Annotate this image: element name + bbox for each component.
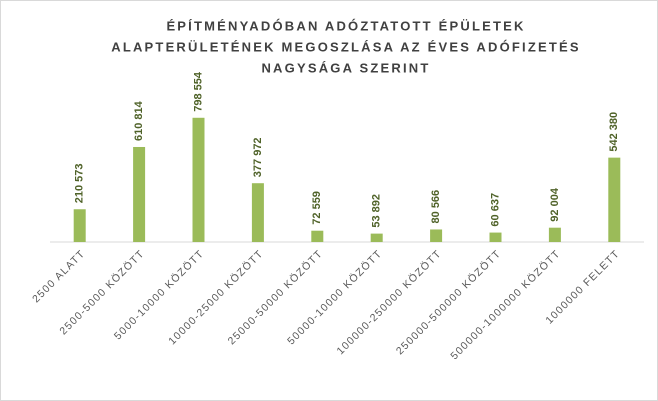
- data-label: 542 380: [608, 112, 620, 152]
- data-label: 53 892: [371, 194, 383, 228]
- chart-title: ÉPÍTMÉNYADÓBAN ADÓZTATOTT ÉPÜLETEK: [166, 18, 525, 33]
- data-label: 610 814: [133, 100, 145, 141]
- bar: [548, 227, 561, 242]
- chart-title: ALAPTERÜLETÉNEK MEGOSZLÁSA AZ ÉVES ADÓFI…: [111, 39, 581, 54]
- bar: [73, 209, 86, 242]
- data-label: 210 573: [74, 163, 86, 203]
- bar: [311, 230, 324, 242]
- bar: [608, 157, 621, 242]
- data-label: 60 637: [489, 193, 501, 227]
- data-label: 72 559: [311, 191, 323, 225]
- data-label: 377 972: [252, 137, 264, 177]
- data-label: 92 004: [549, 187, 561, 222]
- chart-title: NAGYSÁGA SZERINT: [261, 60, 430, 75]
- data-label: 798 554: [192, 71, 204, 112]
- bar: [370, 233, 383, 242]
- bar: [430, 229, 443, 242]
- bar: [489, 232, 502, 242]
- bar: [251, 183, 264, 242]
- bar: [192, 117, 205, 242]
- data-label: 80 566: [430, 190, 442, 224]
- bar: [133, 146, 146, 242]
